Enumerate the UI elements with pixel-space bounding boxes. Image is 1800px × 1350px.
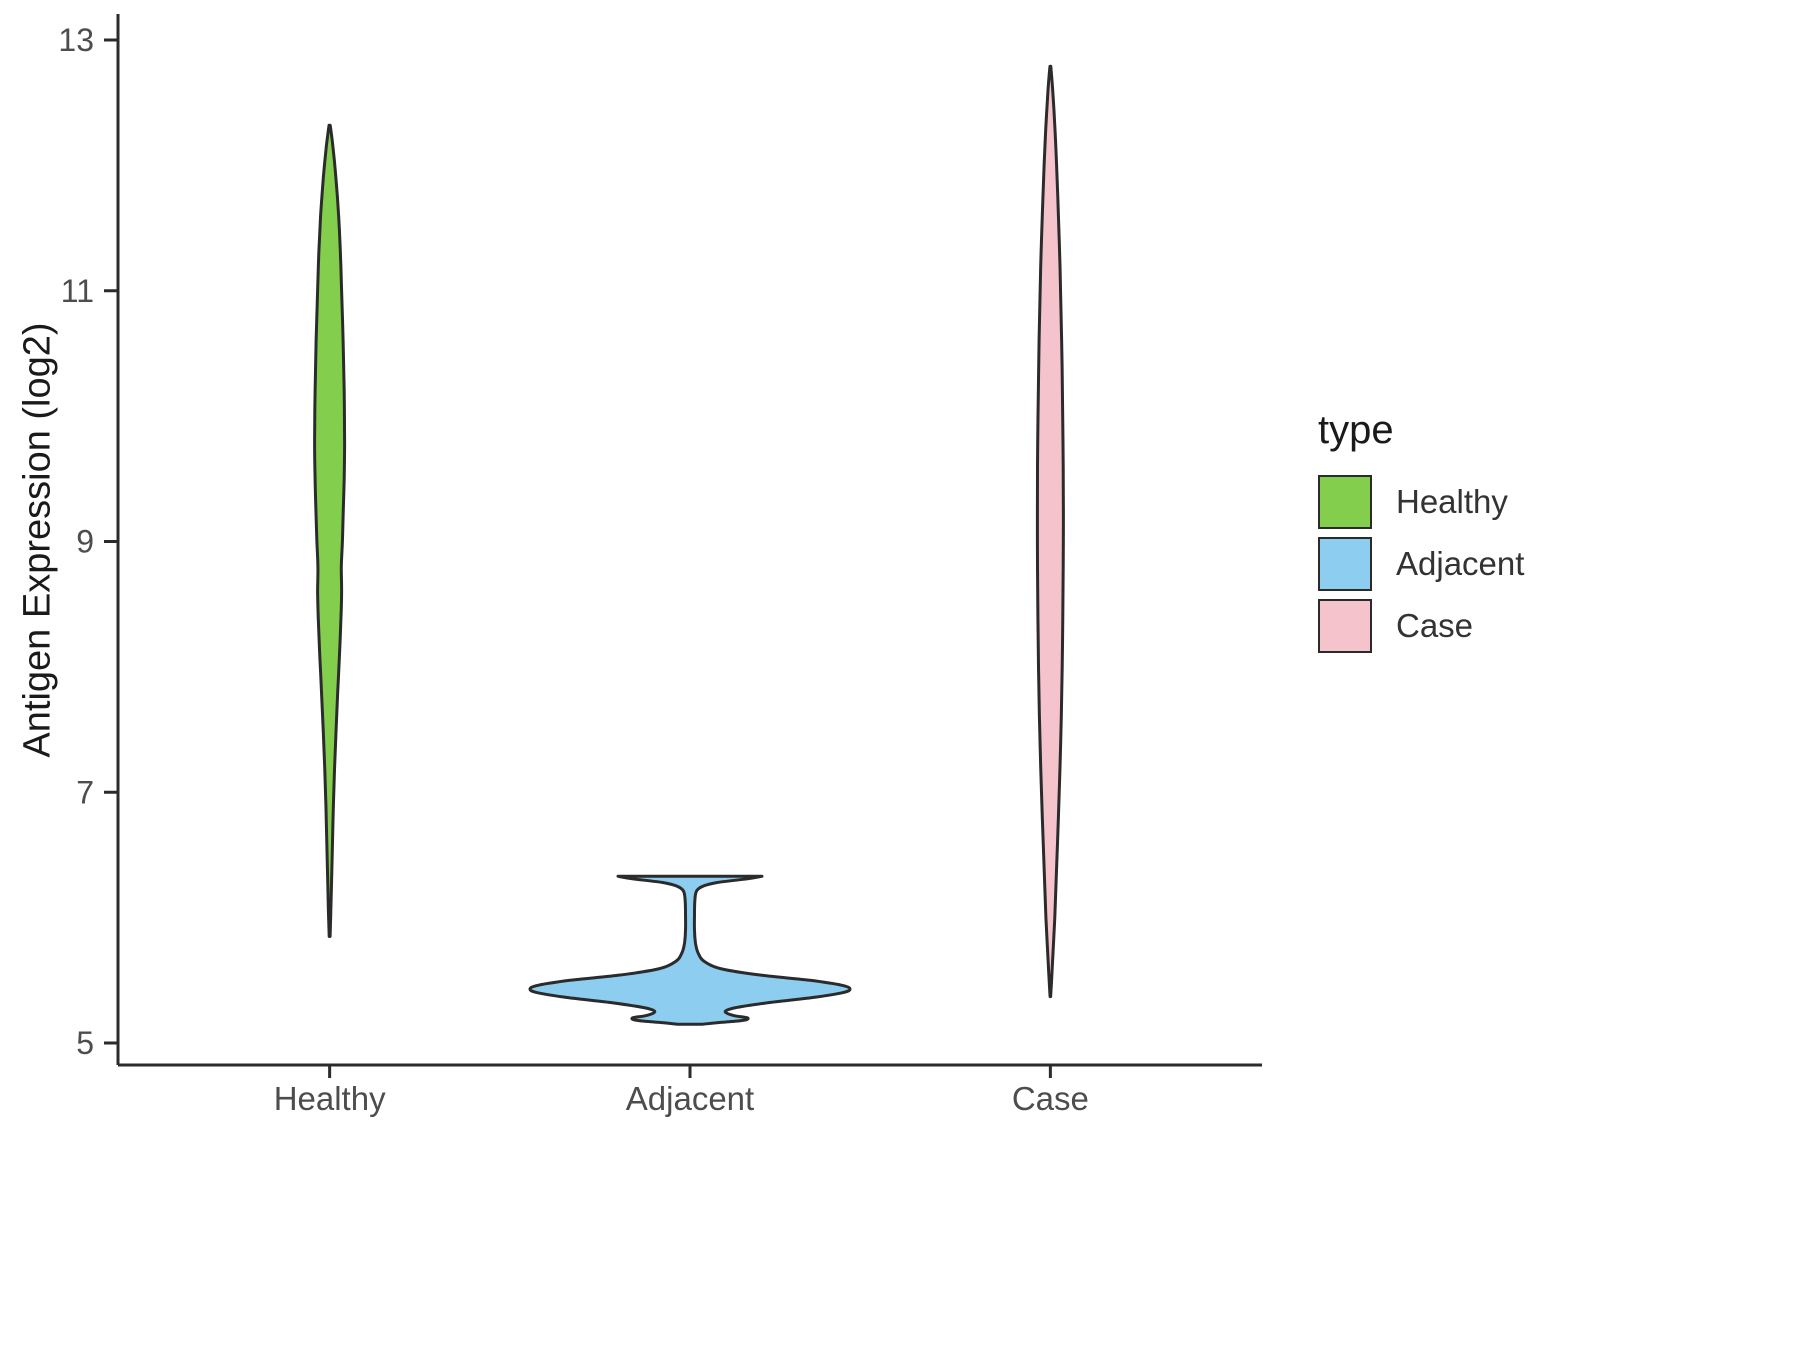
legend-swatch-healthy [1318, 475, 1372, 529]
legend-entry: Healthy [1318, 475, 1524, 529]
legend-entry: Case [1318, 599, 1524, 653]
y-tick-label: 5 [76, 1025, 94, 1061]
y-tick-label: 9 [76, 524, 94, 560]
y-axis-title: Antigen Expression (log2) [16, 322, 59, 758]
legend-entry: Adjacent [1318, 537, 1524, 591]
legend-swatch-adjacent [1318, 537, 1372, 591]
legend-entry-label: Case [1396, 607, 1474, 644]
x-tick-label: Healthy [274, 1080, 386, 1117]
y-tick-label: 13 [58, 22, 94, 58]
legend-swatch-case [1318, 599, 1372, 653]
violin-healthy [313, 123, 347, 938]
legend-entry-label: Adjacent [1396, 545, 1525, 582]
legend-title: type [1318, 408, 1394, 452]
violin-adjacent [528, 874, 852, 1026]
legend-entry-label: Healthy [1396, 483, 1508, 520]
x-tick-label: Case [1012, 1080, 1089, 1117]
y-tick-label: 7 [76, 774, 94, 810]
violin-case [1035, 64, 1065, 999]
legend-entries: Healthy Adjacent Case [1318, 475, 1524, 653]
y-tick-label: 11 [61, 273, 94, 309]
legend: type Healthy Adjacent Case [1318, 408, 1524, 661]
x-tick-label: Adjacent [626, 1080, 754, 1117]
